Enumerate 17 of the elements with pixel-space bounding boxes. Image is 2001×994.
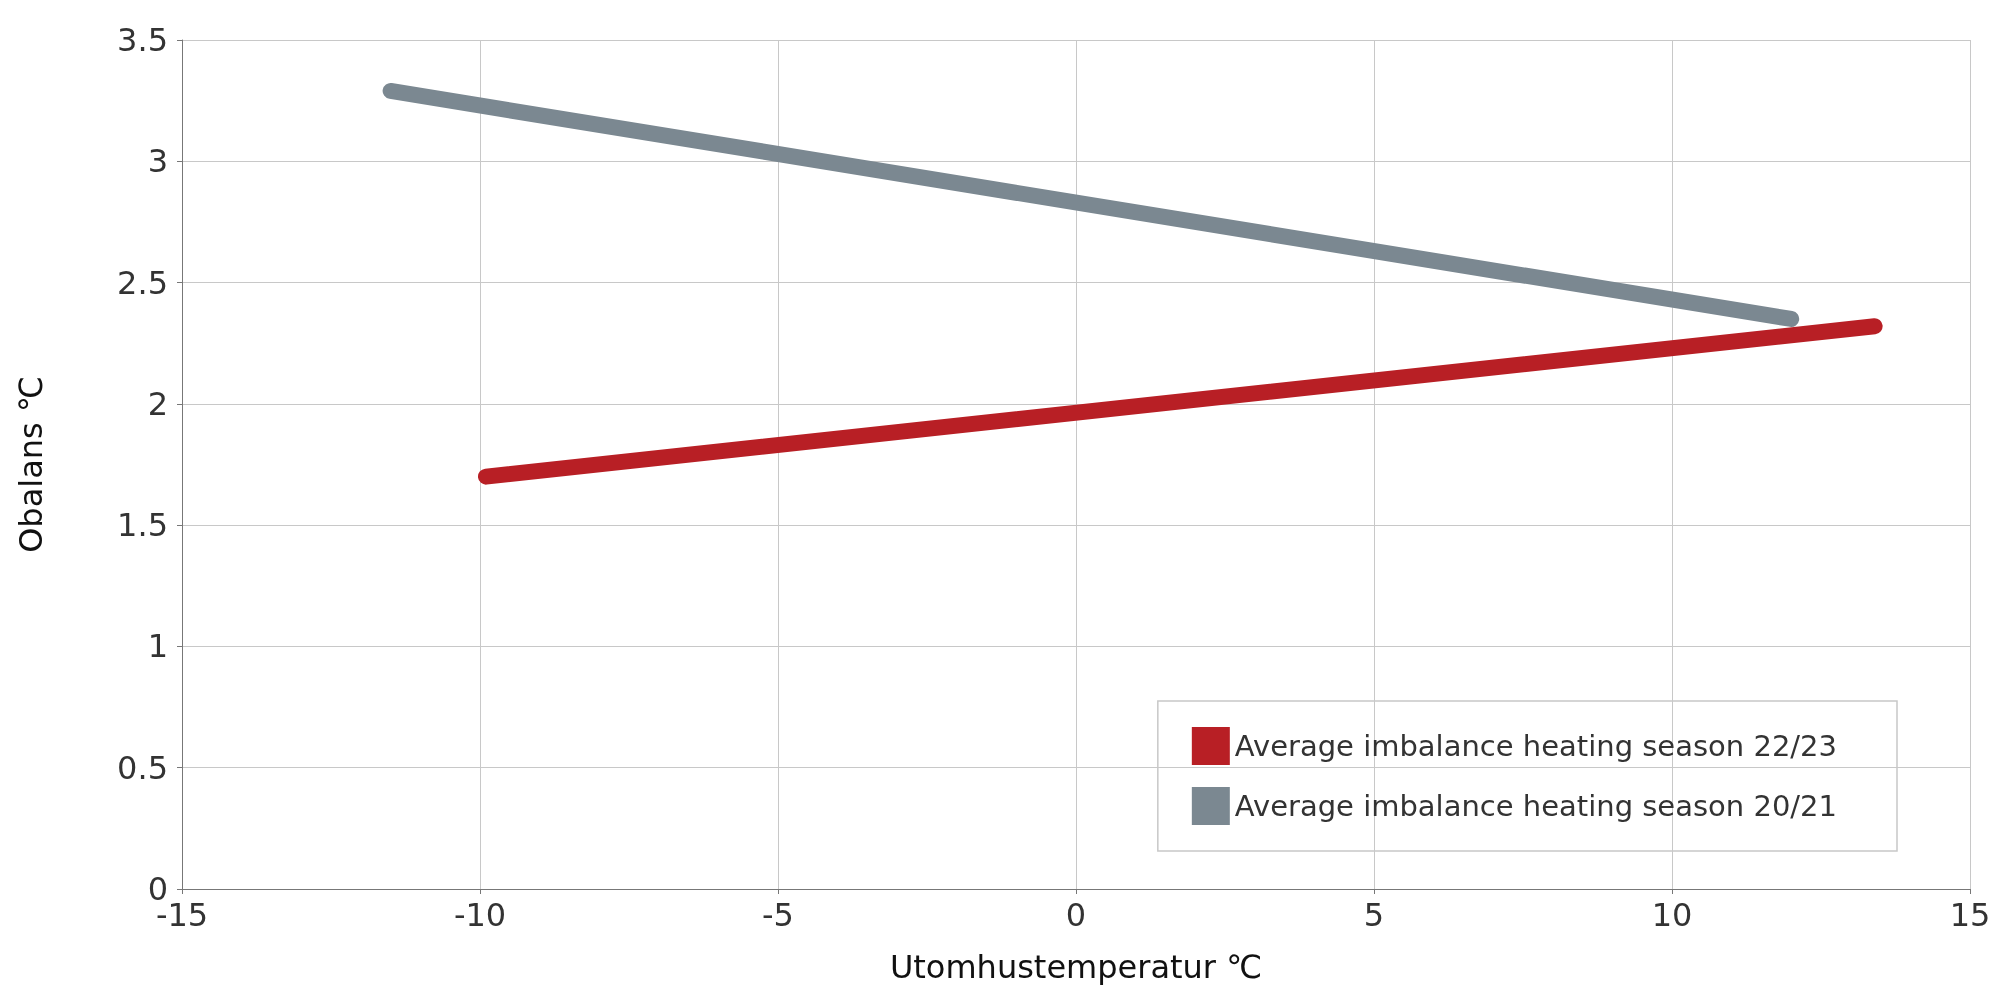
y-tick-label: 3.5 <box>117 21 168 59</box>
x-tick-label: 0 <box>1065 896 1087 934</box>
y-tick-label: 2 <box>147 384 168 423</box>
legend-label: Average imbalance heating season 22/23 <box>1234 729 1838 763</box>
x-axis-title: Utomhustemperatur ℃ <box>889 948 1263 986</box>
y-tick-label: 1 <box>147 627 168 666</box>
y-tick-label: 3 <box>147 142 168 181</box>
x-tick-label: -10 <box>453 896 507 934</box>
y-tick-label: 0.5 <box>117 748 168 787</box>
y-tick-label: 1.5 <box>117 506 168 545</box>
legend-label: Average imbalance heating season 20/21 <box>1234 789 1838 823</box>
x-tick-label: -5 <box>762 896 794 934</box>
y-axis-title: Obalans ℃ <box>12 376 50 553</box>
x-tick-label: 10 <box>1651 896 1693 934</box>
x-tick-label: 5 <box>1363 896 1385 934</box>
x-tick-label: 15 <box>1949 896 1991 934</box>
y-tick-label: 2.5 <box>117 263 168 302</box>
